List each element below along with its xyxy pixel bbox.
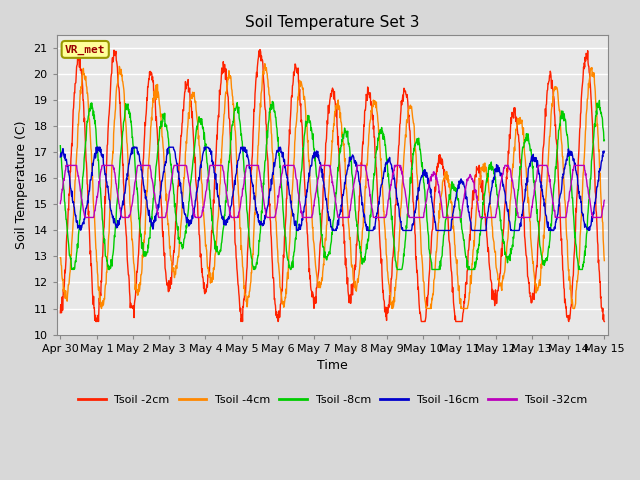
X-axis label: Time: Time	[317, 359, 348, 372]
Legend: Tsoil -2cm, Tsoil -4cm, Tsoil -8cm, Tsoil -16cm, Tsoil -32cm: Tsoil -2cm, Tsoil -4cm, Tsoil -8cm, Tsoi…	[74, 391, 591, 410]
Title: Soil Temperature Set 3: Soil Temperature Set 3	[245, 15, 420, 30]
Text: VR_met: VR_met	[65, 44, 106, 55]
Y-axis label: Soil Temperature (C): Soil Temperature (C)	[15, 120, 28, 249]
